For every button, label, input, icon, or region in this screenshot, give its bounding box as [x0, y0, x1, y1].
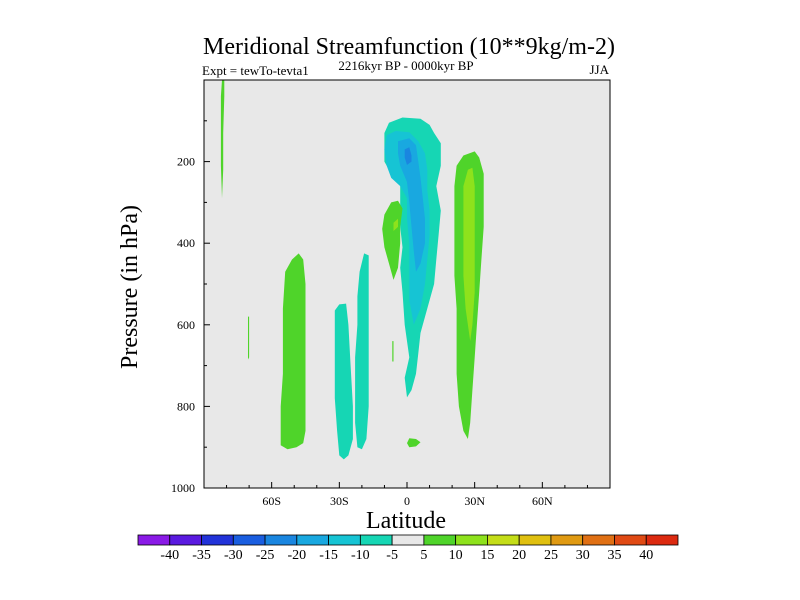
colorbar-swatch [232, 534, 266, 546]
colorbar-label: -40 [160, 548, 179, 563]
colorbar-swatch [296, 534, 329, 546]
x-axis-label: Latitude [366, 508, 446, 534]
colorbar-swatch [328, 534, 361, 546]
experiment-label: Expt = tewTo-tevta1 [202, 63, 309, 78]
colorbar-swatch [359, 534, 393, 546]
y-tick-label: 800 [177, 399, 195, 413]
colorbar-label: 35 [607, 548, 621, 563]
colorbar-label: 30 [576, 548, 590, 563]
colorbar-label: 15 [480, 548, 494, 563]
season-label: JJA [589, 62, 609, 77]
y-tick-label: 400 [177, 236, 195, 250]
x-tick-label: 30N [464, 494, 485, 508]
y-tick-label: 200 [177, 155, 195, 169]
colorbar-swatch [423, 534, 457, 546]
x-tick-label: 30S [330, 494, 349, 508]
y-axis: 200 400 600 800 1000 [171, 120, 210, 495]
contour-region-9 [334, 303, 353, 460]
colorbar-label: 25 [544, 548, 558, 563]
colorbar-swatch [582, 534, 615, 546]
contour-region-7 [463, 167, 475, 342]
colorbar-label: 40 [639, 548, 653, 563]
x-tick-label: 0 [404, 494, 410, 508]
colorbar-swatch [614, 534, 647, 546]
colorbar-swatch [137, 534, 171, 546]
period-label: 2216kyr BP - 0000kyr BP [338, 58, 473, 73]
y-tick-label: 1000 [171, 481, 195, 495]
chart-title: Meridional Streamfunction (10**9kg/m-2) [203, 34, 615, 60]
colorbar-label: -20 [287, 548, 306, 563]
contour-region-10 [355, 253, 369, 450]
contour-region-2 [398, 138, 425, 272]
contour-region-14 [407, 438, 421, 448]
contour-region-5 [393, 218, 398, 231]
colorbar-label: 20 [512, 548, 526, 563]
contour-region-3 [404, 147, 412, 165]
contour-region-12 [248, 316, 250, 360]
x-tick-label: 60N [532, 494, 553, 508]
colorbar-swatch [264, 534, 298, 546]
colorbar-label: 5 [420, 548, 427, 563]
x-tick-label: 60S [262, 494, 281, 508]
colorbar-label: -35 [192, 548, 211, 563]
colorbar-label: 10 [449, 548, 463, 563]
colorbar-swatch [455, 534, 488, 546]
colorbar-label: -30 [224, 548, 243, 563]
colorbar-swatch [518, 534, 552, 546]
x-axis: 60S 30S 0 30N 60N [226, 482, 588, 508]
contour-region-11 [220, 80, 225, 199]
colorbar [137, 534, 679, 546]
contour-regions [220, 80, 484, 460]
colorbar-label: -15 [319, 548, 338, 563]
colorbar-swatch [169, 534, 202, 546]
colorbar-label: -25 [256, 548, 275, 563]
colorbar-label: -5 [386, 548, 398, 563]
colorbar-swatch [487, 534, 520, 546]
colorbar-swatch [550, 534, 584, 546]
contour-region-13 [392, 341, 394, 362]
y-axis-label: Pressure (in hPa) [117, 205, 143, 369]
y-tick-label: 600 [177, 318, 195, 332]
colorbar-swatch [201, 534, 234, 546]
colorbar-swatch [391, 534, 425, 546]
colorbar-label: -10 [351, 548, 370, 563]
contour-region-8 [280, 253, 306, 450]
colorbar-labels: -40 -35 -30 -25 -20 -15 -10 -5 5 10 15 20 25 30 35 40 [160, 548, 653, 563]
colorbar-swatch [645, 534, 679, 546]
